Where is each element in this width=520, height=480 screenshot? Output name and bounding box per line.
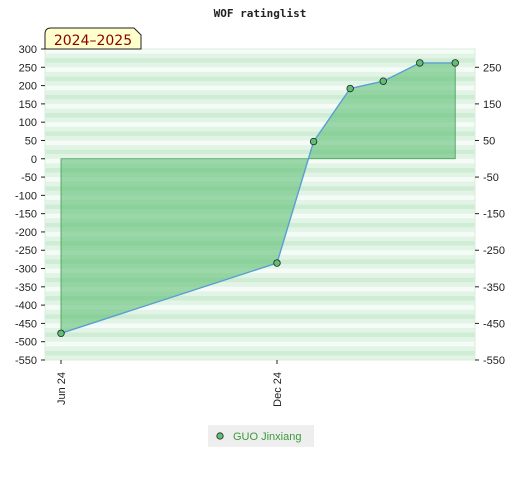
y-tick-label: -550 [15,355,37,367]
y-tick-label: -100 [15,190,37,202]
grid-band [45,346,475,351]
series-points-group [57,59,459,337]
grid-band [45,108,475,114]
y-tick-label: -150 [15,209,37,221]
y-tick-label-right: -50 [483,172,499,184]
grid-band [45,135,475,141]
grid-band [45,332,475,338]
grid-band [45,67,475,72]
grid-band [45,99,475,104]
grid-band [45,126,475,132]
legend-box [208,425,314,447]
grid-band [45,90,475,95]
grid-band [45,282,475,287]
season-badge: 2024–2025 [44,27,142,50]
legend[interactable]: GUO Jinxiang [208,425,314,447]
grid-band [45,300,475,306]
data-point [416,59,424,67]
y-tick-label-right: 150 [483,99,501,111]
data-point [379,77,387,85]
data-point [273,259,281,267]
grid-band [45,76,475,82]
season-badge-label: 2024–2025 [54,33,132,49]
x-tick-label: Jun 24 [56,372,68,405]
y-tick-label: -300 [15,264,37,276]
y-tick-label-right: 250 [483,62,501,74]
grid-band [45,49,475,54]
y-tick-label-right: -150 [483,209,505,221]
grid-band [45,318,475,324]
grid-band [45,273,475,278]
y-tick-label-right: -550 [483,355,505,367]
grid-band [45,131,475,136]
grid-band [45,113,475,118]
plot-frame [44,48,476,361]
y-tick-label: 300 [19,44,37,56]
y-tick-label: -400 [15,300,37,312]
grid-band [45,140,475,146]
grid-band [45,94,475,100]
data-point [57,329,65,337]
grid-band [45,295,475,301]
x-tick-label: Dec 24 [272,372,284,407]
legend-label: GUO Jinxiang [233,431,301,443]
y-tick-label: -500 [15,337,37,349]
grid-band [45,277,475,283]
grid-band [45,291,475,296]
grid-band [45,268,475,274]
grid-band [45,149,475,155]
grid-band [45,145,475,150]
y-tick-label: -350 [15,282,37,294]
y-tick-label: 250 [19,62,37,74]
y-tick-label: 200 [19,81,37,93]
grid-band [45,122,475,127]
grid-band [45,58,475,63]
y-tick-label: 50 [25,135,37,147]
grid-band [45,117,475,123]
grid-band [45,154,475,159]
grid-band [45,323,475,328]
y-axis-left: 300 250 200 150 100 50 0 -50 -100 -150 -200 -250 -30… [15,44,45,367]
y-tick-label-right: -450 [483,318,505,330]
grid-band [45,350,475,356]
y-tick-label: 0 [31,154,37,166]
grid-band [45,62,475,68]
x-axis: Jun 24 Dec 24 [56,360,284,407]
y-tick-label: -200 [15,227,37,239]
y-tick-label: 100 [19,117,37,129]
data-point [451,59,459,67]
grid-band [45,286,475,292]
y-tick-label-right: -250 [483,245,505,257]
grid-band [45,103,475,109]
chart-title: WOF ratinglist [214,7,307,20]
grid-band [45,53,475,59]
grid-band [45,355,475,360]
y-tick-label-right: 50 [483,135,495,147]
grid-band [45,71,475,77]
data-point [346,84,354,93]
grid-band [45,309,475,315]
grid-band [45,85,475,91]
grid-band [45,305,475,310]
grid-band [45,337,475,342]
legend-marker-icon [216,432,224,440]
y-tick-label-right: -350 [483,282,505,294]
grid-band [45,327,475,333]
y-tick-label: 150 [19,99,37,111]
y-tick-label: -450 [15,318,37,330]
y-tick-label: -250 [15,245,37,257]
y-tick-label: -50 [21,172,37,184]
data-point [309,137,318,146]
y-axis-right: 250 150 50 -50 -150 -250 -350 -450 -550 [475,62,505,367]
grid-band [45,341,475,347]
grid-band [45,314,475,319]
grid-band [45,81,475,86]
